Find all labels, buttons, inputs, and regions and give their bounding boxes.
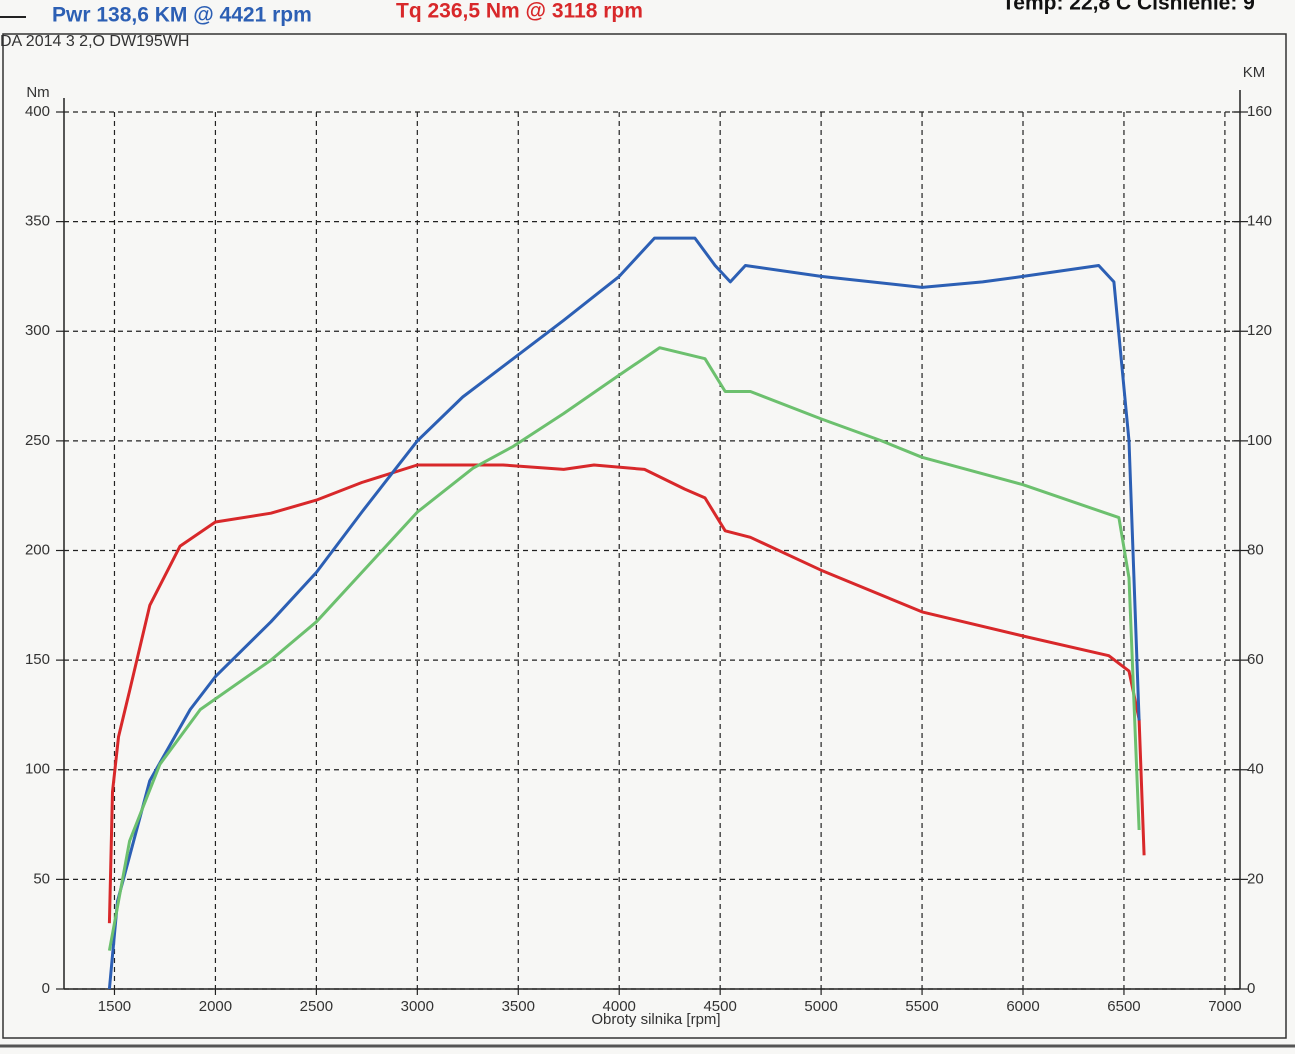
y-tick-label: 350	[25, 213, 50, 230]
y-axis-label: Nm	[26, 84, 49, 101]
y2-axis-label: KM	[1243, 64, 1266, 81]
y-tick-label: 50	[33, 870, 50, 887]
x-axis-label: Obroty silnika [rpm]	[591, 1011, 720, 1028]
y2-tick-label: 140	[1247, 213, 1272, 230]
frame	[2, 33, 1287, 1039]
x-tick-label: 4500	[703, 998, 736, 1015]
y-tick-label: 400	[25, 103, 50, 120]
y-tick-label: 250	[25, 432, 50, 449]
y-tick-label: 0	[42, 980, 50, 997]
y2-tick-label: 0	[1247, 980, 1255, 997]
x-tick-label: 6500	[1107, 998, 1140, 1015]
torque-summary: Tq 236,5 Nm @ 3118 rpm	[396, 0, 643, 23]
x-tick-label: 3500	[502, 998, 535, 1015]
series-line	[107, 346, 1141, 951]
subtitle: DA 2014 3 2,O DW195WH	[0, 33, 189, 50]
y2-tick-label: 100	[1247, 432, 1272, 449]
y-tick-label: 150	[25, 651, 50, 668]
series-line	[107, 463, 1146, 924]
power-summary: Pwr 138,6 KM @ 4421 rpm	[52, 4, 312, 27]
x-tick-label: 2500	[300, 998, 333, 1015]
y-tick-label: 300	[25, 322, 50, 339]
x-tick-label: 4000	[603, 998, 636, 1015]
x-tick-label: 6000	[1006, 998, 1039, 1015]
y2-tick-label: 160	[1247, 103, 1272, 120]
series-line	[107, 236, 1141, 990]
y2-tick-label: 120	[1247, 322, 1272, 339]
conditions: Temp: 22,8 C Cisnienie: 9	[1002, 0, 1255, 15]
y2-tick-label: 40	[1247, 761, 1264, 778]
y2-tick-label: 60	[1247, 651, 1264, 668]
x-tick-label: 5000	[804, 998, 837, 1015]
y2-tick-label: 80	[1247, 541, 1264, 558]
y2-tick-label: 20	[1247, 870, 1264, 887]
x-tick-label: 5500	[905, 998, 938, 1015]
y-tick-label: 100	[25, 761, 50, 778]
y-tick-label: 200	[25, 541, 50, 558]
x-tick-label: 2000	[199, 998, 232, 1015]
x-tick-label: 3000	[401, 998, 434, 1015]
x-tick-label: 7000	[1208, 998, 1241, 1015]
x-tick-label: 1500	[98, 998, 131, 1015]
